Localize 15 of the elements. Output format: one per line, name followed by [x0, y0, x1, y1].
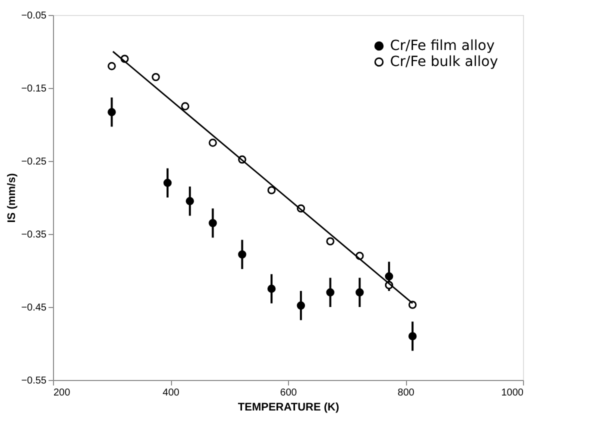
- legend-label: Cr/Fe film alloy: [390, 38, 495, 54]
- y-tick-label: −0.15: [21, 84, 47, 94]
- y-tick-label: −0.25: [21, 156, 47, 168]
- y-axis-title: IS (mm/s): [6, 172, 18, 223]
- x-tick-label: 1000: [501, 388, 524, 398]
- y-tick-label: −0.55: [21, 376, 47, 386]
- x-tick-label: 400: [162, 388, 180, 398]
- x-tick-label: 800: [398, 388, 415, 398]
- y-tick-label: −0.05: [21, 10, 47, 22]
- x-tick-label: 200: [54, 388, 71, 398]
- y-tick-label: −0.35: [21, 230, 47, 240]
- y-tick-label: −0.45: [21, 302, 47, 314]
- x-axis-title: TEMPERATURE (K): [238, 402, 340, 414]
- legend-label: Cr/Fe bulk alloy: [390, 54, 498, 70]
- x-tick-label: 600: [280, 388, 298, 398]
